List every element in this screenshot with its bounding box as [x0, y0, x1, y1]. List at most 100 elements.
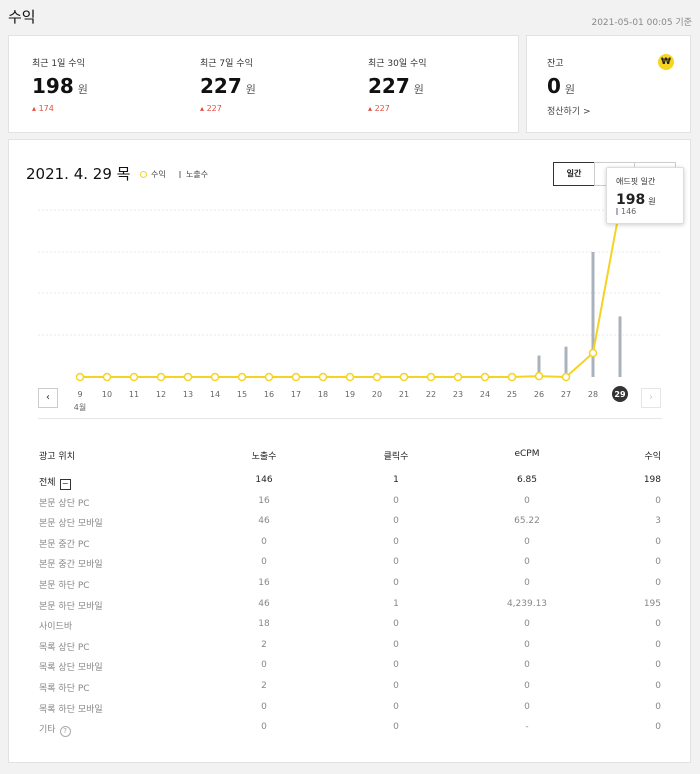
cell-impressions-text: 146: [255, 475, 273, 485]
cell-clicks-text: 0: [393, 660, 399, 671]
tooltip-number: 198: [616, 192, 646, 208]
revenue-point: [75, 372, 85, 382]
cell-name-text: 본문 상단 모바일: [39, 519, 103, 530]
revenue-point: [210, 372, 220, 382]
chart-prev-button[interactable]: ‹: [38, 388, 58, 408]
balance-number: 0: [547, 74, 561, 98]
revenue-point: [453, 372, 463, 382]
cell-revenue-text: 0: [655, 495, 661, 506]
cell-impressions-text: 0: [261, 557, 267, 568]
revenue-point: [183, 372, 193, 382]
revenue-point: [291, 372, 301, 382]
cell-revenue: 0: [655, 681, 661, 691]
cell-revenue: 0: [655, 722, 661, 732]
cell-clicks-text: 1: [393, 598, 399, 609]
revenue-point: [129, 372, 139, 382]
page-title: 수익: [8, 8, 36, 26]
stat-value: 227 원: [368, 74, 424, 98]
x-tick-label: 10: [102, 390, 112, 399]
x-tick-label: 9: [77, 390, 82, 399]
timestamp: 2021-05-01 00:05 기준: [591, 18, 692, 28]
cell-name-text: 본문 하단 PC: [39, 581, 90, 591]
x-tick-label: 27: [561, 390, 571, 399]
stat-label: 최근 30일 수익: [368, 59, 427, 69]
cell-clicks: 0: [361, 722, 431, 732]
cell-ecpm-text: 0: [524, 495, 530, 506]
cell-impressions-text: 0: [261, 660, 267, 671]
cell-ecpm: 0: [492, 660, 562, 670]
cell-ecpm: 0: [492, 496, 562, 506]
x-tick-label: 23: [453, 390, 463, 399]
cell-impressions: 46: [229, 516, 299, 526]
cell-ecpm-text: 0: [524, 660, 530, 671]
cell-revenue-text: 195: [643, 598, 661, 609]
table-row: 본문 중간 모바일 0 0 0 0: [9, 553, 699, 573]
chevron-left-icon: ‹: [46, 392, 50, 403]
table-row: 본문 상단 모바일 46 0 65.22 3: [9, 512, 699, 532]
revenue-point: [237, 372, 247, 382]
cell-name: 본문 중간 PC: [39, 537, 90, 550]
cell-clicks-text: 0: [393, 495, 399, 506]
period-daily-button[interactable]: 일간: [553, 162, 595, 186]
cell-name: 본문 하단 모바일: [39, 599, 103, 612]
cell-revenue: 0: [655, 660, 661, 670]
tooltip-value: 198 원: [616, 189, 656, 208]
cell-clicks-text: 0: [393, 639, 399, 650]
cell-impressions-text: 2: [261, 639, 267, 650]
x-tick-label: 13: [183, 390, 193, 399]
cell-name: 본문 중간 모바일: [39, 557, 103, 570]
cell-clicks-text: 0: [393, 516, 399, 527]
page-header: 수익 2021-05-01 00:05 기준: [0, 0, 700, 34]
table-row: 본문 하단 PC 16 0 0 0: [9, 574, 699, 594]
tooltip-impressions-value: 146: [621, 207, 637, 216]
bar-icon: [616, 208, 618, 215]
table-row: 본문 하단 모바일 46 1 4,239.13 195: [9, 595, 699, 615]
cell-impressions: 16: [229, 578, 299, 588]
cell-impressions-text: 2: [261, 681, 267, 691]
table-row: 본문 중간 PC 0 0 0 0: [9, 533, 699, 553]
revenue-point: [264, 372, 274, 382]
cell-revenue-text: 0: [655, 701, 661, 712]
legend-label: 노출수: [186, 170, 209, 179]
x-tick-label: 15: [237, 390, 247, 399]
cell-revenue: 0: [655, 557, 661, 567]
table-row: 목록 상단 PC 2 0 0 0: [9, 636, 699, 656]
table-row: 본문 상단 PC 16 0 0 0: [9, 492, 699, 512]
header-ecpm: eCPM: [514, 449, 540, 459]
table-row: 사이드바 18 0 0 0: [9, 615, 699, 635]
cell-name-text: 목록 하단 PC: [39, 684, 90, 694]
settle-link[interactable]: 정산하기 >: [547, 107, 591, 117]
chart: 9 10 11 12 13 14 15 16 17 18 19 20 21 22 23 24 25 26 27 28 2…: [38, 206, 662, 412]
cell-clicks-text: 0: [393, 578, 399, 588]
cell-impressions-text: 16: [258, 578, 270, 588]
cell-revenue: 0: [655, 702, 661, 712]
help-icon[interactable]: ?: [59, 726, 71, 738]
cell-ecpm-text: 0: [524, 639, 530, 650]
stat-value: 198 원: [32, 74, 88, 98]
table-row: 목록 하단 PC 2 0 0 0: [9, 677, 699, 697]
cell-name-text: 목록 하단 모바일: [39, 704, 103, 715]
collapse-button[interactable]: −: [59, 479, 71, 490]
cell-impressions: 18: [229, 619, 299, 629]
cell-revenue: 0: [655, 537, 661, 547]
cell-impressions: 46: [229, 599, 299, 609]
cell-name-text: 본문 하단 모바일: [39, 601, 103, 612]
cell-ecpm: 0: [492, 578, 562, 588]
revenue-summary-card: 최근 1일 수익 198 원 ▴ 174 최근 7일 수익 227 원 ▴ 227 …: [8, 35, 519, 133]
cell-name-text: 전체: [39, 478, 56, 488]
chart-table-divider: [38, 418, 662, 419]
cell-ecpm: 6.85: [492, 475, 562, 485]
revenue-point: [318, 372, 328, 382]
impressions-bar: [618, 316, 622, 377]
cell-clicks-text: 0: [393, 701, 399, 712]
table-row: 목록 하단 모바일 0 0 0 0: [9, 698, 699, 718]
cell-clicks: 0: [361, 557, 431, 567]
header-clicks: 클릭수: [383, 452, 409, 462]
table-row: 목록 상단 모바일 0 0 0 0: [9, 656, 699, 676]
revenue-point: [372, 372, 382, 382]
balance-unit: 원: [564, 83, 576, 96]
cell-clicks: 1: [361, 599, 431, 609]
chart-next-button[interactable]: ›: [641, 388, 661, 408]
cell-clicks: 0: [361, 619, 431, 629]
